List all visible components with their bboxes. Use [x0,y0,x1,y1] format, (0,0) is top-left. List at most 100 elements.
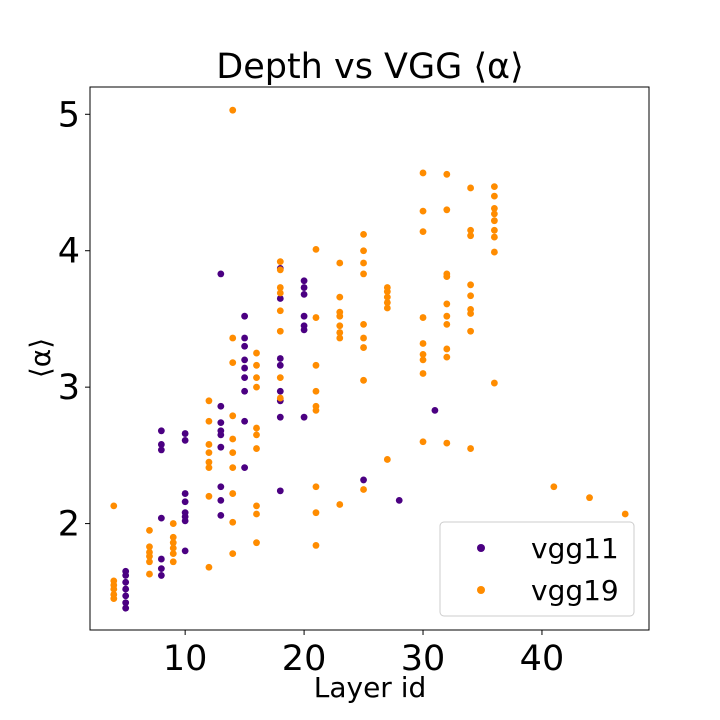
legend-label-vgg19: vgg19 [531,574,619,607]
data-point-vgg19 [312,361,320,369]
data-point-vgg19 [490,233,498,241]
data-point-vgg19 [419,351,427,358]
data-point-vgg11 [276,295,284,302]
data-point-vgg19 [312,314,320,321]
data-point-vgg11 [181,436,189,444]
data-point-vgg11 [122,592,130,600]
data-point-vgg19 [312,245,320,253]
legend-label-vgg11: vgg11 [531,532,619,565]
series-vgg11 [122,265,439,612]
data-point-vgg19 [467,184,474,192]
data-point-vgg19 [110,502,118,510]
data-point-vgg19 [169,544,177,552]
data-point-vgg19 [443,170,451,178]
data-point-vgg11 [157,427,165,435]
data-point-vgg19 [205,449,213,457]
data-point-vgg11 [276,355,284,362]
data-point-vgg11 [181,498,189,506]
data-point-vgg19 [490,183,498,190]
data-point-vgg19 [205,417,213,425]
data-point-vgg19 [229,464,237,472]
data-point-vgg19 [383,293,391,301]
data-point-vgg19 [467,445,474,452]
data-point-vgg19 [383,284,391,291]
y-tick-label: 4 [58,232,80,272]
chart-title: Depth vs VGG ⟨α⟩ [216,47,524,87]
data-point-vgg19 [276,289,284,297]
data-point-vgg19 [205,397,213,405]
data-point-vgg11 [157,441,165,448]
data-point-vgg19 [443,439,451,447]
data-point-vgg19 [169,558,177,566]
data-point-vgg19 [253,349,260,357]
data-point-vgg19 [253,502,260,510]
data-point-vgg19 [146,558,153,566]
data-point-vgg11 [157,514,165,522]
data-point-vgg11 [241,364,249,372]
x-tick-label: 20 [282,639,327,679]
data-point-vgg19 [419,438,427,446]
data-point-vgg19 [360,334,367,342]
data-point-vgg19 [276,327,284,335]
data-point-vgg19 [467,292,474,300]
y-tick-label: 3 [58,368,80,408]
data-point-vgg19 [336,334,344,342]
data-point-vgg19 [253,539,260,547]
data-point-vgg19 [360,230,367,238]
data-point-vgg19 [467,281,474,289]
data-point-vgg11 [300,284,308,291]
data-point-vgg19 [336,308,344,316]
data-point-vgg11 [300,277,308,285]
data-point-vgg19 [169,550,177,557]
y-axis-label: ⟨α⟩ [24,338,57,378]
data-point-vgg11 [217,483,225,491]
x-tick-label: 30 [401,639,446,679]
data-point-vgg19 [276,394,284,402]
data-point-vgg19 [419,340,427,347]
data-point-vgg19 [467,305,474,313]
legend: vgg11 vgg19 [439,521,635,617]
data-point-vgg11 [217,496,225,504]
data-point-vgg19 [586,494,593,502]
data-point-vgg19 [490,248,498,256]
data-point-vgg19 [443,270,451,278]
data-point-vgg19 [443,320,451,328]
data-point-vgg19 [467,226,474,234]
data-point-vgg19 [490,217,498,225]
data-point-vgg19 [146,548,153,556]
data-point-vgg19 [276,258,284,266]
data-point-vgg11 [241,464,249,472]
data-point-vgg11 [157,555,165,563]
data-point-vgg11 [217,270,225,278]
data-point-vgg11 [122,567,130,575]
data-point-vgg19 [229,449,237,457]
data-point-vgg19 [205,441,213,448]
data-point-vgg19 [383,456,391,463]
data-point-vgg19 [336,322,344,330]
data-point-vgg19 [229,412,237,420]
data-point-vgg19 [229,106,237,114]
data-point-vgg11 [241,387,249,395]
data-point-vgg19 [360,270,367,278]
data-point-vgg19 [312,542,320,549]
data-point-vgg11 [157,572,165,579]
data-point-vgg19 [205,563,213,571]
data-point-vgg19 [336,329,344,336]
data-point-vgg19 [253,374,260,382]
data-point-vgg19 [419,207,427,215]
data-point-vgg19 [229,518,237,526]
data-point-vgg11 [181,509,189,517]
legend-box [439,521,635,617]
data-point-vgg11 [157,565,165,573]
data-point-vgg11 [276,361,284,369]
data-point-vgg19 [205,458,213,466]
data-point-vgg11 [241,374,249,382]
data-point-vgg19 [253,431,260,439]
data-point-vgg11 [300,413,308,421]
data-point-vgg11 [122,599,130,607]
data-point-vgg19 [276,284,284,291]
data-point-vgg19 [490,205,498,212]
data-point-vgg19 [550,483,558,491]
data-point-vgg19 [253,445,260,452]
plot-area [89,86,650,631]
